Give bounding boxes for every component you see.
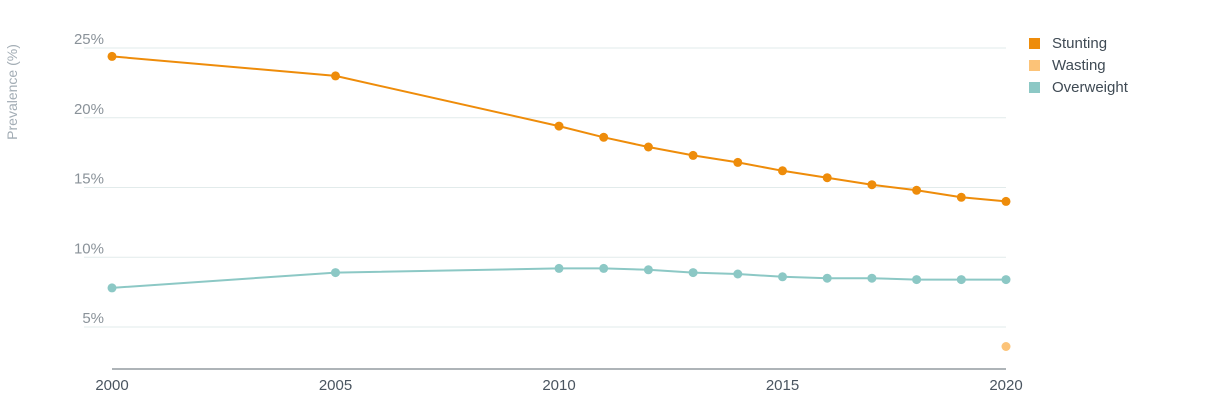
- data-point-stunting[interactable]: [778, 166, 787, 176]
- data-point-overweight[interactable]: [1001, 275, 1011, 285]
- data-point-stunting[interactable]: [688, 150, 698, 160]
- legend-label-wasting: Wasting: [1052, 57, 1106, 74]
- data-point-overweight[interactable]: [554, 263, 564, 273]
- legend-item-stunting[interactable]: Stunting: [1029, 35, 1107, 52]
- data-point-stunting[interactable]: [554, 121, 564, 131]
- data-point-overweight[interactable]: [912, 275, 922, 285]
- data-point-overweight[interactable]: [107, 283, 117, 293]
- data-point-overweight[interactable]: [867, 273, 877, 283]
- data-point-stunting[interactable]: [1001, 196, 1011, 206]
- data-point-stunting[interactable]: [331, 71, 340, 81]
- data-point-wasting[interactable]: [1001, 342, 1011, 351]
- legend-swatch-wasting: [1029, 60, 1040, 71]
- data-point-stunting[interactable]: [733, 157, 743, 167]
- data-point-overweight[interactable]: [778, 272, 787, 282]
- data-point-overweight[interactable]: [688, 268, 698, 278]
- data-point-stunting[interactable]: [822, 173, 832, 183]
- legend-label-overweight: Overweight: [1052, 79, 1129, 96]
- data-point-stunting[interactable]: [912, 185, 922, 195]
- x-tick-label: 2015: [766, 377, 799, 394]
- data-point-overweight[interactable]: [822, 273, 832, 283]
- legend-swatch-stunting: [1029, 38, 1040, 49]
- legend-item-wasting[interactable]: Wasting: [1029, 57, 1106, 74]
- data-point-stunting[interactable]: [956, 192, 966, 202]
- y-axis-ticks: 5% 10% 15% 20% 25%: [74, 31, 104, 327]
- y-tick-label: 5%: [82, 310, 104, 327]
- y-tick-label: 10%: [74, 240, 104, 257]
- data-point-overweight[interactable]: [599, 263, 609, 273]
- y-tick-label: 25%: [74, 31, 104, 48]
- x-tick-label: 2000: [95, 377, 128, 394]
- data-point-overweight[interactable]: [643, 265, 653, 275]
- data-point-overweight[interactable]: [331, 268, 340, 278]
- legend-swatch-overweight: [1029, 82, 1040, 93]
- gridlines: [84, 47, 1006, 328]
- y-tick-label: 15%: [74, 171, 104, 188]
- legend-label-stunting: Stunting: [1052, 35, 1107, 52]
- data-point-overweight[interactable]: [733, 269, 743, 279]
- data-point-overweight[interactable]: [956, 275, 966, 285]
- x-tick-label: 2005: [319, 377, 352, 394]
- series-lines: [111, 55, 1007, 289]
- y-tick-label: 20%: [74, 101, 104, 118]
- legend: Stunting Wasting Overweight: [1029, 35, 1129, 96]
- y-axis-title: Prevalence (%): [4, 44, 20, 140]
- data-point-stunting[interactable]: [599, 132, 609, 142]
- legend-item-overweight[interactable]: Overweight: [1029, 79, 1129, 96]
- data-point-stunting[interactable]: [867, 180, 877, 190]
- x-tick-label: 2020: [989, 377, 1022, 394]
- series-points: [107, 51, 1011, 351]
- data-point-stunting[interactable]: [107, 51, 117, 61]
- x-tick-label: 2010: [542, 377, 575, 394]
- x-axis-ticks: 2000 2005 2010 2015 2020: [95, 377, 1022, 394]
- data-point-stunting[interactable]: [643, 142, 653, 152]
